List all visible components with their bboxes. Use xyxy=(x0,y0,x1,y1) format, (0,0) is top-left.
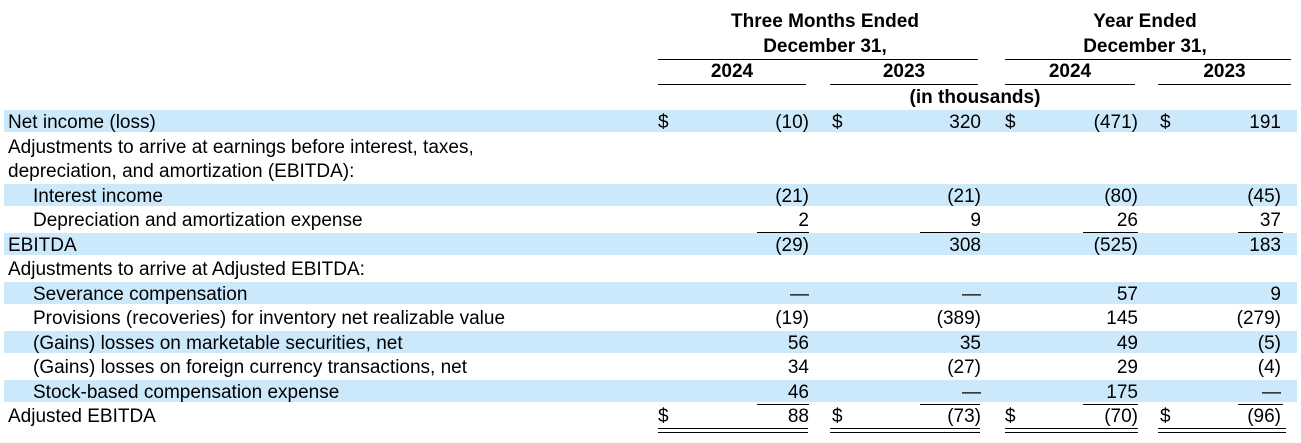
row-value: 191 xyxy=(1249,112,1281,133)
column-header-2023-q: 2023 xyxy=(882,61,926,82)
row-band xyxy=(4,233,1297,255)
row-value: — xyxy=(962,284,981,305)
total-double-rule xyxy=(658,428,808,433)
header-year-ended-line1: Year Ended xyxy=(1093,11,1197,32)
subtotal-rule xyxy=(1238,404,1283,405)
column-header-2023-y: 2023 xyxy=(1203,61,1246,82)
subtotal-rule xyxy=(757,232,809,233)
row-value: 183 xyxy=(1249,235,1281,256)
subtotal-rule xyxy=(1083,232,1138,233)
row-value: 46 xyxy=(787,382,809,403)
col-rule-4 xyxy=(1158,84,1291,85)
row-value: 49 xyxy=(1116,333,1138,354)
row-value: 57 xyxy=(1116,284,1138,305)
row-value: (73) xyxy=(947,406,981,427)
row-band xyxy=(4,331,1297,353)
row-label: Adjustments to arrive at Adjusted EBITDA… xyxy=(8,259,365,280)
total-double-rule xyxy=(1158,428,1286,433)
col-rule-2 xyxy=(830,84,978,85)
row-value: (389) xyxy=(936,308,981,329)
subtotal-rule xyxy=(920,232,980,233)
col-rule-3 xyxy=(1005,84,1135,85)
row-value: 320 xyxy=(949,112,981,133)
row-value: 308 xyxy=(949,235,981,256)
row-value: 2 xyxy=(798,210,809,231)
row-label: depreciation, and amortization (EBITDA): xyxy=(8,161,355,182)
dollar-sign: $ xyxy=(658,112,669,133)
row-value: (21) xyxy=(775,186,809,207)
row-band xyxy=(4,380,1297,402)
row-value: 145 xyxy=(1106,308,1138,329)
row-label: Net income (loss) xyxy=(8,112,156,133)
row-label: Interest income xyxy=(33,186,163,207)
subtotal-rule xyxy=(920,404,980,405)
units-label: (in thousands) xyxy=(909,87,1041,108)
header-rule-year-ended xyxy=(1005,59,1291,60)
header-year-ended-line2: December 31, xyxy=(1083,36,1207,57)
row-value: (96) xyxy=(1247,406,1281,427)
row-label: Provisions (recoveries) for inventory ne… xyxy=(33,308,506,329)
row-value: (4) xyxy=(1257,357,1281,378)
row-value: (471) xyxy=(1093,112,1138,133)
row-value: 88 xyxy=(787,406,809,427)
row-value: 37 xyxy=(1259,210,1281,231)
subtotal-rule xyxy=(1083,404,1138,405)
row-band xyxy=(4,110,1297,132)
row-value: — xyxy=(1262,382,1281,403)
row-value: (27) xyxy=(947,357,981,378)
subtotal-rule xyxy=(757,404,809,405)
row-label: Depreciation and amortization expense xyxy=(33,210,363,231)
row-value: (80) xyxy=(1104,186,1138,207)
row-value: (10) xyxy=(775,112,809,133)
row-value: (5) xyxy=(1257,333,1281,354)
row-value: 35 xyxy=(959,333,981,354)
row-value: 175 xyxy=(1106,382,1138,403)
row-value: — xyxy=(962,382,981,403)
subtotal-rule xyxy=(1238,232,1283,233)
row-label: Severance compensation xyxy=(33,284,248,305)
row-band xyxy=(4,184,1297,206)
row-value: (19) xyxy=(775,308,809,329)
header-three-months-line2: December 31, xyxy=(763,36,887,57)
dollar-sign: $ xyxy=(1005,406,1016,427)
row-label: Adjusted EBITDA xyxy=(8,406,156,427)
dollar-sign: $ xyxy=(1005,112,1016,133)
row-label: EBITDA xyxy=(8,235,77,256)
row-value: 26 xyxy=(1116,210,1138,231)
row-value: (70) xyxy=(1104,406,1138,427)
column-header-2024-q: 2024 xyxy=(710,61,754,82)
dollar-sign: $ xyxy=(658,406,669,427)
row-value: 56 xyxy=(787,333,809,354)
row-label: Adjustments to arrive at earnings before… xyxy=(8,137,474,158)
row-label: (Gains) losses on marketable securities,… xyxy=(33,333,403,354)
dollar-sign: $ xyxy=(1160,406,1171,427)
row-value: (21) xyxy=(947,186,981,207)
dollar-sign: $ xyxy=(832,112,843,133)
dollar-sign: $ xyxy=(832,406,843,427)
row-value: 9 xyxy=(970,210,981,231)
row-value: 29 xyxy=(1116,357,1138,378)
row-value: (279) xyxy=(1236,308,1281,329)
total-double-rule xyxy=(830,428,980,433)
row-label: (Gains) losses on foreign currency trans… xyxy=(33,357,468,378)
row-value: 9 xyxy=(1270,284,1281,305)
row-band xyxy=(4,282,1297,304)
col-rule-1 xyxy=(658,84,806,85)
dollar-sign: $ xyxy=(1160,112,1171,133)
row-label: Stock-based compensation expense xyxy=(33,382,340,403)
row-value: 34 xyxy=(787,357,809,378)
row-value: (45) xyxy=(1247,186,1281,207)
header-rule-three-months xyxy=(658,59,978,60)
column-header-2024-y: 2024 xyxy=(1048,61,1092,82)
row-value: (29) xyxy=(775,235,809,256)
header-three-months-line1: Three Months Ended xyxy=(731,11,919,32)
row-value: (525) xyxy=(1093,235,1138,256)
total-double-rule xyxy=(1005,428,1138,433)
row-value: — xyxy=(790,284,809,305)
